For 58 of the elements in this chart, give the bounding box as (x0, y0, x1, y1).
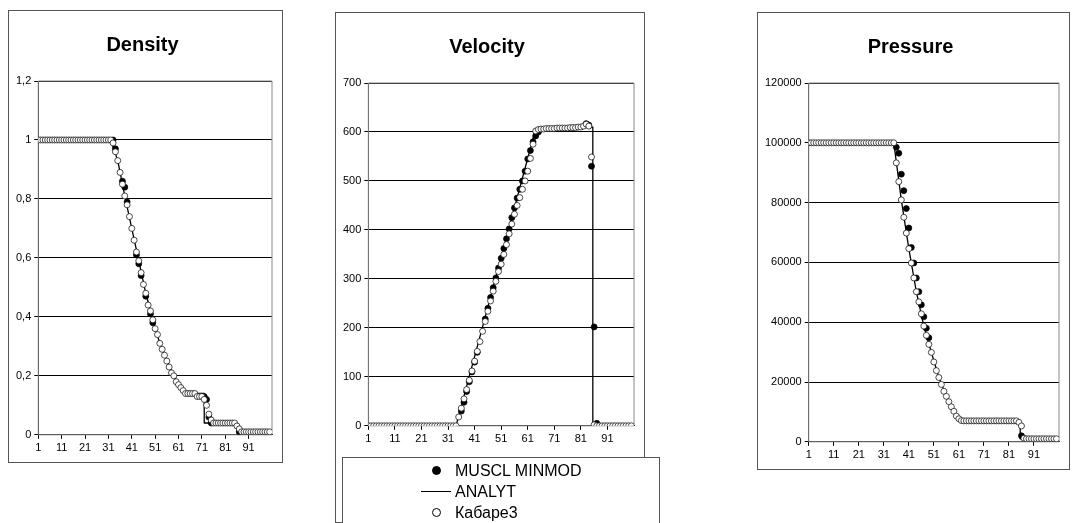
x-tick-label: 31 (102, 441, 115, 454)
x-tick-label: 21 (78, 441, 92, 454)
y-tick-label: 0 (795, 434, 802, 447)
chart-title: Velocity (449, 34, 526, 57)
x-tick-label: 71 (195, 441, 209, 454)
y-tick-label: 120000 (764, 76, 802, 89)
y-tick-label: 0 (355, 418, 362, 431)
y-tick-label: 200 (342, 320, 362, 333)
x-tick-label: 21 (415, 432, 428, 445)
x-tick-label: 91 (601, 432, 614, 445)
x-tick-label: 71 (548, 432, 561, 445)
y-tick-label: 700 (342, 76, 362, 89)
x-tick-label: 11 (389, 432, 401, 445)
y-tick-label: 600 (342, 125, 362, 137)
legend-label: MUSCL MINMOD (455, 461, 582, 480)
legend-label: Кабаре3 (455, 503, 518, 522)
y-tick-label: 0,8 (15, 191, 32, 204)
y-tick-label: 500 (342, 173, 362, 186)
y-tick-label: 40000 (771, 315, 802, 328)
x-tick-label: 51 (495, 432, 508, 445)
y-tick-label: 400 (342, 222, 362, 235)
x-tick-label: 71 (977, 448, 991, 461)
y-tick-label: 300 (342, 271, 362, 284)
x-tick-label: 31 (441, 432, 455, 445)
x-tick-label: 51 (149, 441, 162, 454)
x-tick-label: 91 (242, 441, 255, 454)
legend-label: ANALYT (455, 482, 517, 501)
y-tick-label: 1,2 (15, 74, 32, 87)
x-tick-label: 81 (1002, 448, 1016, 461)
y-tick-label: 0,4 (15, 309, 32, 322)
x-tick-label: 61 (172, 441, 185, 454)
x-tick-label: 31 (877, 448, 890, 461)
y-tick-label: 20000 (771, 375, 802, 388)
x-tick-label: 1 (365, 432, 372, 445)
x-tick-label: 1 (805, 448, 812, 461)
y-tick-label: 0,6 (15, 250, 32, 263)
y-tick-label: 1 (25, 133, 32, 145)
chart-title: Density (106, 32, 180, 55)
y-tick-label: 80000 (771, 195, 802, 208)
x-tick-label: 41 (125, 441, 138, 454)
x-tick-label: 91 (1027, 448, 1041, 461)
x-tick-label: 81 (219, 441, 232, 454)
x-tick-label: 21 (852, 448, 865, 461)
x-tick-label: 51 (927, 448, 940, 461)
x-tick-label: 61 (521, 432, 534, 445)
y-tick-label: 0 (25, 427, 32, 440)
x-tick-label: 81 (574, 432, 587, 445)
x-tick-label: 41 (468, 432, 481, 445)
x-tick-label: 1 (35, 441, 42, 454)
y-tick-label: 100 (342, 369, 362, 382)
x-tick-label: 11 (828, 448, 840, 461)
y-tick-label: 60000 (771, 255, 802, 268)
x-tick-label: 61 (952, 448, 966, 461)
chart-title: Pressure (867, 34, 954, 57)
x-tick-label: 41 (902, 448, 915, 461)
y-tick-label: 0,2 (15, 368, 32, 381)
y-tick-label: 100000 (764, 135, 802, 148)
x-tick-label: 11 (55, 441, 68, 454)
